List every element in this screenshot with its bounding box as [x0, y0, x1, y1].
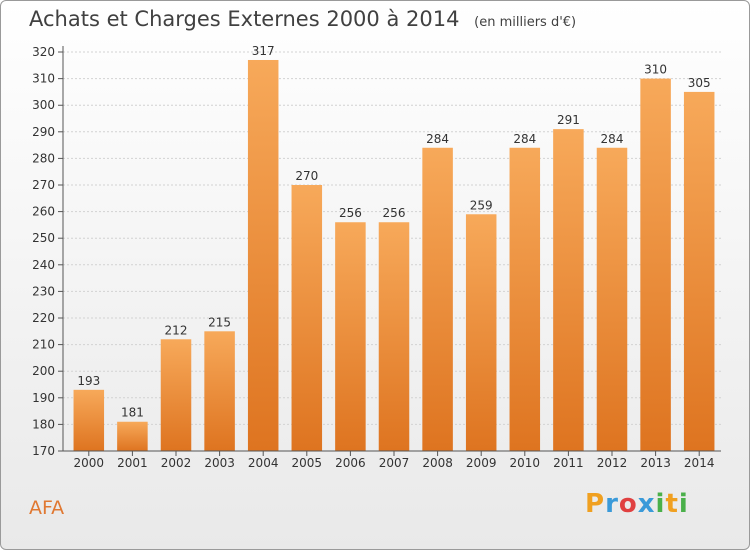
y-tick-label: 190: [32, 391, 55, 405]
x-tick-label: 2011: [553, 456, 584, 470]
bar-2010: [509, 147, 541, 451]
bar-2012: [596, 147, 628, 451]
x-tick-label: 2012: [597, 456, 628, 470]
bar-value-label: 270: [295, 169, 318, 183]
bar-2006: [335, 222, 366, 451]
bar-value-label: 317: [252, 44, 275, 58]
bar-value-label: 181: [121, 406, 144, 420]
x-tick-label: 2014: [684, 456, 715, 470]
y-tick-label: 240: [32, 258, 55, 272]
bar-value-label: 310: [644, 63, 667, 77]
bar-2002: [160, 339, 192, 451]
y-tick-label: 300: [32, 98, 55, 112]
x-tick-label: 2006: [335, 456, 366, 470]
proxiti-logo: Proxiti: [585, 489, 689, 519]
axes: 170 180 190 200 210 220 230 240 250 260 270 280 290 3…: [32, 45, 721, 470]
bar-value-label: 256: [339, 206, 362, 220]
chart-subtitle: (en milliers d'€): [474, 15, 577, 30]
x-tick-label: 2004: [248, 456, 279, 470]
chart-title-text: Achats et Charges Externes 2000 à 2014: [29, 7, 460, 31]
bar-value-label: 259: [470, 198, 493, 212]
logo-letter: t: [665, 489, 679, 519]
bar-value-label: 215: [208, 315, 231, 329]
bar-value-label: 284: [426, 132, 449, 146]
bar-2011: [553, 129, 584, 451]
bar-2007: [378, 222, 410, 451]
y-tick-label: 320: [32, 45, 55, 59]
x-tick-label: 2010: [510, 456, 541, 470]
bar-value-label: 305: [688, 76, 711, 90]
y-tick-label: 270: [32, 178, 55, 192]
y-tick-label: 200: [32, 364, 55, 378]
chart-title: Achats et Charges Externes 2000 à 2014 (…: [29, 7, 576, 31]
y-tick-label: 250: [32, 231, 55, 245]
x-tick-label: 2001: [117, 456, 148, 470]
bar-2013: [640, 78, 671, 451]
x-tick-label: 2000: [74, 456, 105, 470]
x-tick-label: 2003: [204, 456, 235, 470]
y-tick-label: 290: [32, 125, 55, 139]
logo-letter: P: [585, 489, 606, 519]
bar-2001: [117, 421, 148, 451]
bar-2009: [465, 214, 497, 451]
y-tick-label: 210: [32, 338, 55, 352]
bar-2000: [73, 389, 105, 451]
bar-value-label: 256: [383, 206, 406, 220]
logo-letter: r: [605, 489, 619, 519]
logo-letter: o: [618, 489, 638, 519]
y-tick-label: 180: [32, 417, 55, 431]
x-tick-label: 2009: [466, 456, 497, 470]
y-tick-label: 230: [32, 284, 55, 298]
bar-value-label: 291: [557, 113, 580, 127]
x-tick-label: 2013: [640, 456, 671, 470]
logo-letter: i: [678, 489, 689, 519]
bar-2005: [291, 185, 323, 451]
y-tick-label: 310: [32, 72, 55, 86]
y-tick-label: 260: [32, 205, 55, 219]
x-tick-label: 2002: [161, 456, 192, 470]
bar-value-label: 284: [601, 132, 624, 146]
bar-value-label: 284: [513, 132, 536, 146]
x-tick-label: 2008: [422, 456, 453, 470]
bar-2004: [247, 59, 279, 451]
bar-value-label: 193: [77, 374, 100, 388]
bar-2003: [204, 331, 235, 451]
place-label: AFA: [29, 497, 65, 519]
x-tick-label: 2007: [379, 456, 410, 470]
logo-letter: i: [655, 489, 666, 519]
y-tick-label: 170: [32, 444, 55, 458]
bar-2014: [683, 91, 715, 452]
bar-value-label: 212: [165, 323, 188, 337]
x-tick-label: 2005: [292, 456, 323, 470]
y-tick-label: 220: [32, 311, 55, 325]
bars: 193 181 212 215 317 270 256 256 284 259 284 291 284 3…: [73, 44, 715, 452]
logo-letter: x: [637, 489, 656, 519]
y-tick-label: 280: [32, 151, 55, 165]
bar-2008: [422, 147, 453, 451]
